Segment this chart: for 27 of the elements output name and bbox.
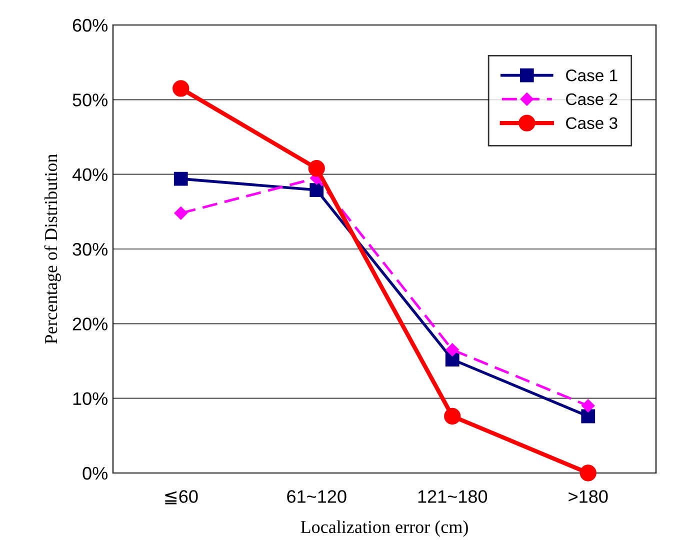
point — [172, 80, 190, 97]
point — [174, 206, 188, 220]
point — [444, 408, 461, 425]
x-axis-title: Localization error (cm) — [300, 520, 468, 537]
point — [174, 172, 188, 186]
x-tick-label: >180 — [568, 490, 608, 503]
y-tick-label: 20% — [72, 318, 108, 330]
y-tick-label: 30% — [72, 242, 108, 256]
legend-label: Case 2 — [566, 93, 618, 106]
y-tick-label: 50% — [72, 94, 108, 106]
point — [310, 183, 324, 197]
x-tick-label: ≦60 — [165, 490, 198, 504]
point — [582, 399, 595, 412]
y-axis-title: Percentage of Distribution — [44, 154, 61, 344]
y-tick-label: 0% — [82, 466, 108, 480]
y-tick-label: 10% — [73, 392, 108, 406]
point — [446, 343, 459, 356]
point — [581, 409, 596, 424]
point — [308, 160, 325, 177]
x-tick-label: 61~120 — [287, 490, 346, 503]
legend-label: Case 1 — [566, 70, 618, 82]
legend-label: Case 3 — [566, 117, 618, 130]
x-tick-label: 121~180 — [418, 490, 488, 503]
y-tick-label: 40% — [72, 168, 108, 182]
y-tick-label: 60% — [72, 18, 108, 32]
point — [580, 464, 596, 482]
point — [445, 352, 460, 366]
